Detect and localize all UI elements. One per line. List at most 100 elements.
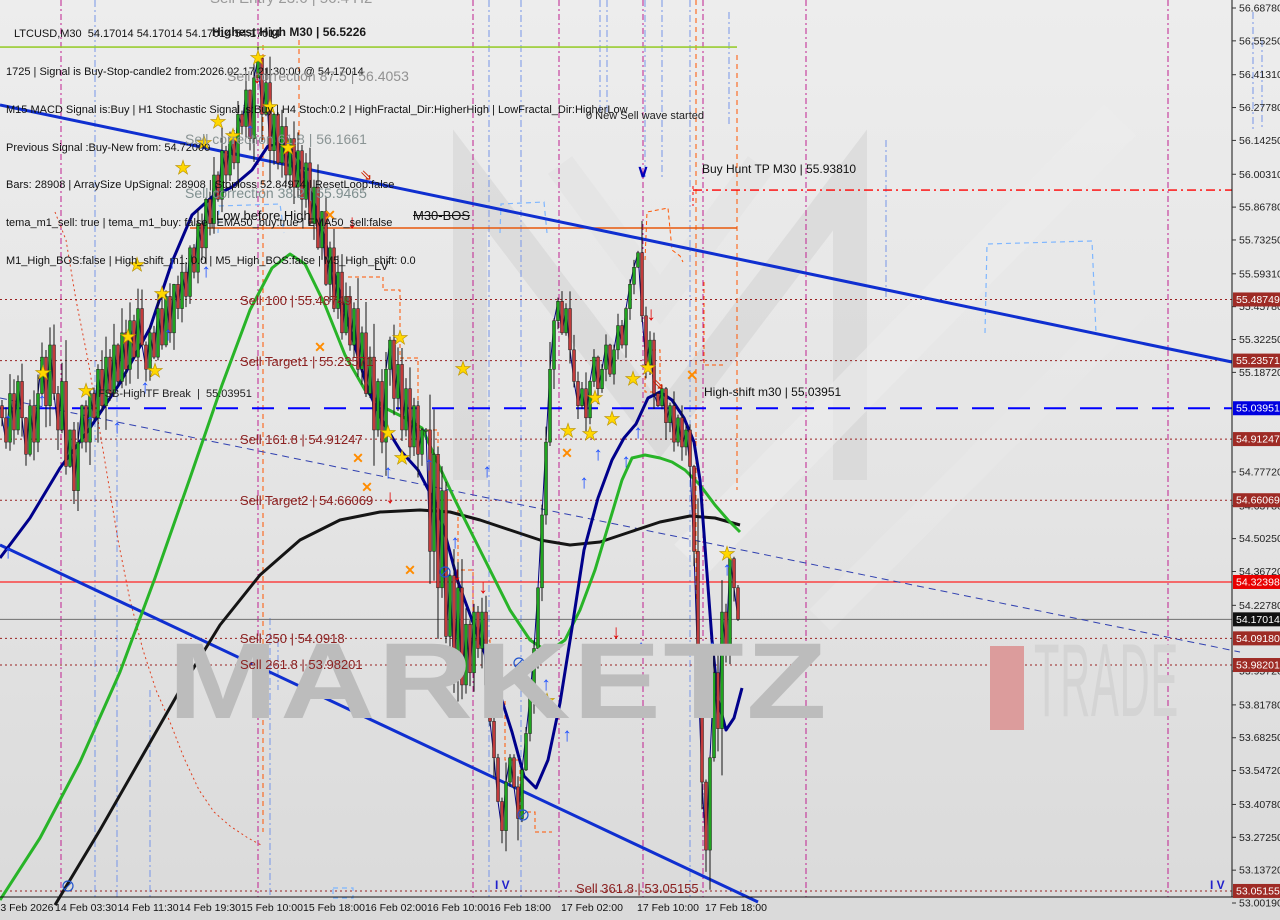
star-signal-icon: ★ [454,359,471,380]
sell-correction-382: Sell correction 38.2 | 55.9465 [185,185,367,201]
order-circle-icon [441,568,449,576]
price-badge [1233,883,1280,898]
candle-down [168,296,172,334]
order-circle-icon [519,811,527,819]
candle-up [220,150,224,200]
candle-down [208,199,212,224]
candle-up [580,388,584,406]
candle-down [0,405,4,419]
candle-down [572,349,576,382]
candle-up [412,405,416,448]
candle-down [476,611,480,649]
candle-down [116,344,120,382]
price-tick-label: 56.55250 [1239,35,1280,47]
close-signal-icon: ✕ [404,562,416,578]
candle-up [540,514,544,589]
close-signal-icon: ✕ [561,445,573,461]
candle-down [408,388,412,448]
sell-arrow-icon: ↓ [611,622,621,643]
upper-trendline [0,103,1233,364]
candle-up [648,339,652,365]
candle-down [72,429,76,491]
time-axis-label: 17 Feb 10:00 [637,902,699,914]
star-signal-icon: ★ [586,388,603,409]
time-axis-label: 17 Feb 18:00 [705,902,767,914]
price-badge-label: 54.91247 [1236,434,1280,446]
star-signal-icon: ★ [174,158,191,179]
buy-arrow-icon: ↑ [167,252,177,273]
candle-up [504,781,508,831]
candle-up [432,454,436,552]
star-signal-icon: ★ [639,358,656,379]
candle-down [460,587,464,686]
candle-up [156,308,160,358]
candle-up [396,364,400,399]
candle-up [524,733,528,771]
sell-arrow-icon: ↓ [646,304,656,325]
candle-up [196,223,200,273]
candle-down [64,381,68,467]
candle-up [536,587,540,649]
watermark-marketz: MARKETZ [168,620,830,741]
watermark-bar [990,646,1024,730]
candle-up [304,162,308,200]
buy-arrow-icon: ↑ [579,472,589,493]
signal-line: 1725 | Signal is Buy-Stop-candle2 from:2… [6,65,364,78]
price-tick-label: 53.54720 [1239,765,1280,777]
candle-down [704,781,708,851]
candle-down [380,381,384,443]
candle-down [356,308,360,370]
star-signal-icon: ★ [153,284,170,305]
sell-target2-label: Sell Target2 | 54.66069 [240,493,374,508]
candle-up [548,369,552,443]
candle-up [588,381,592,419]
candle-up [684,429,688,448]
buy-arrow-icon: ↑ [621,451,631,472]
macd-stoch-line: M15 MACD Signal is:Buy | H1 Stochastic S… [6,103,628,116]
candle-down [108,356,112,394]
candle-down [232,138,236,164]
close-signal-icon: ✕ [314,339,326,355]
candle-down [444,490,448,637]
price-badge-label: 55.48749 [1236,294,1280,306]
price-badge [1233,574,1280,589]
star-signal-icon: ★ [379,423,396,444]
price-tick-label: 55.32250 [1239,334,1280,346]
candle-down [224,150,228,176]
buy-arrow-icon: ↑ [85,411,95,432]
candle-down [512,757,516,788]
candle-up [628,284,632,309]
price-tick-label: 55.59310 [1239,268,1280,280]
star-signal-icon: ★ [718,544,735,565]
price-badge [1233,493,1280,508]
candle-down [620,325,624,346]
price-tick-label: 53.00190 [1239,898,1280,910]
price-tick-label: 53.81780 [1239,699,1280,711]
trailing-stop-shape [348,276,552,833]
order-circle-icon [64,882,72,890]
star-signal-icon: ★ [559,421,576,442]
background-logo-v [547,156,773,326]
order-circle-icon [439,566,451,578]
order-circle-icon [515,659,523,667]
tema-line: tema_m1_sell: true | tema_m1_buy: false … [6,217,393,230]
price-tick-label: 53.13720 [1239,865,1280,877]
candle-up [708,757,712,851]
candle-up [712,672,716,759]
star-signal-icon: ★ [195,133,212,154]
candle-up [612,349,616,375]
star-signal-icon: ★ [77,381,94,402]
candle-up [36,393,40,443]
time-axis-label: 14 Feb 11:30 [117,902,178,914]
price-badge [1233,631,1280,646]
candle-up [668,405,672,423]
candle-up [320,211,324,249]
sell-1618-label: Sell 161.8 | 54.91247 [240,432,363,447]
candle-down [488,684,492,722]
fractal-channel-shape [217,203,285,234]
candle-up [600,369,604,389]
candle-down [364,332,368,394]
candle-down [392,339,396,399]
candle-up [544,441,548,516]
